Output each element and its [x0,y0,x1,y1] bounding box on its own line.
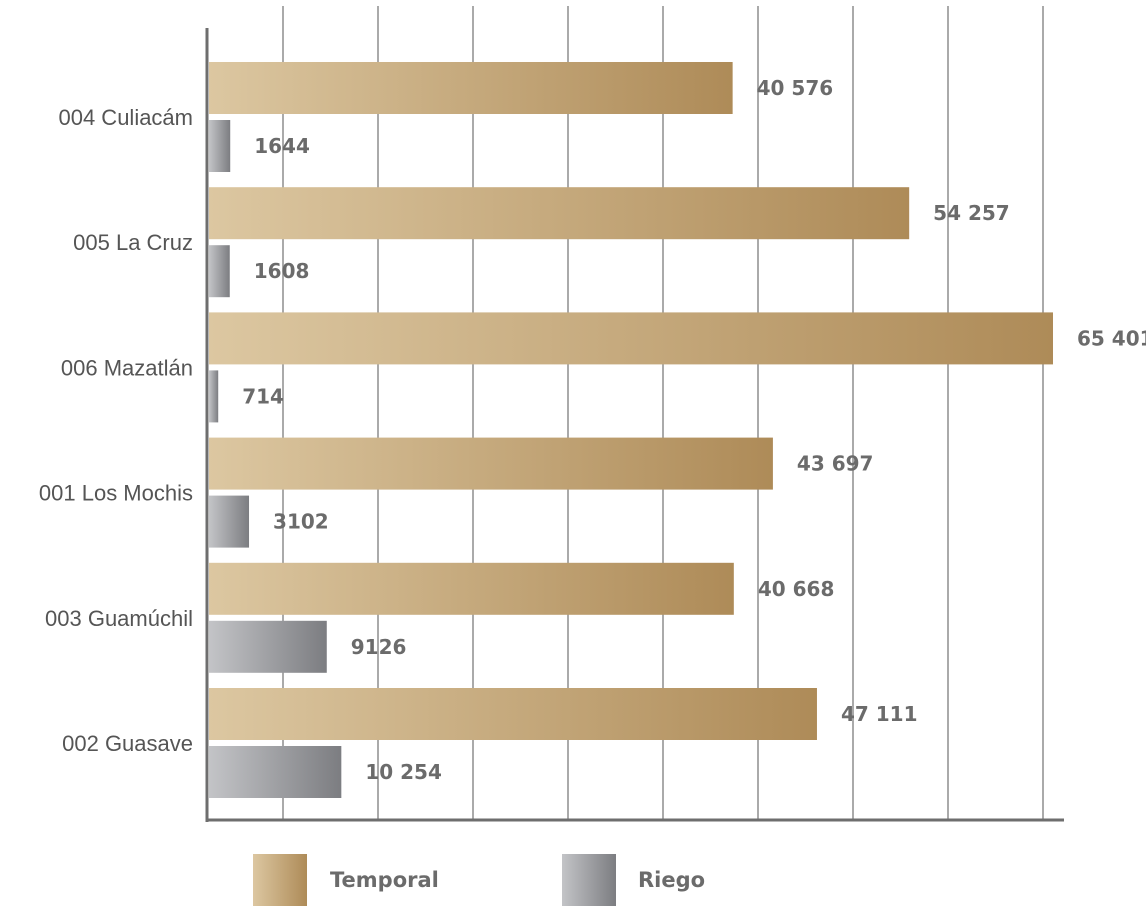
category-label: 004 Culiacám [58,105,193,130]
bar-riego [209,120,231,172]
data-label-temporal: 47 111 [841,702,918,726]
bar-temporal [209,437,773,490]
category-label: 002 Guasave [62,731,193,756]
bar-riego [209,245,230,298]
bar-riego [209,495,250,548]
data-label-riego: 714 [242,384,284,408]
category-label: 005 La Cruz [73,230,193,255]
data-label-temporal: 43 697 [797,452,874,476]
legend: Temporal Riego [253,854,705,906]
data-label-temporal: 40 668 [758,577,835,601]
data-label-riego: 3102 [273,510,329,534]
legend-label-temporal: Temporal [330,868,439,892]
bar-riego [209,746,342,798]
data-label-riego: 10 254 [365,760,442,784]
data-label-riego: 9126 [351,635,407,659]
bar-riego [209,620,327,673]
legend-swatch-temporal [253,854,307,906]
legend-swatch-riego [562,854,616,906]
axes [205,28,1064,822]
bar-temporal [209,312,1053,365]
data-label-riego: 1608 [254,259,310,283]
bars [209,62,1053,798]
bar-riego [209,370,219,423]
category-label: 003 Guamúchil [45,606,193,631]
category-label: 001 Los Mochis [39,481,193,506]
bar-temporal [209,62,733,114]
category-label: 006 Mazatlán [61,355,193,380]
data-label-riego: 1644 [254,134,310,158]
data-label-temporal: 54 257 [933,201,1010,225]
legend-label-riego: Riego [638,868,705,892]
bar-temporal [209,562,734,615]
data-label-temporal: 40 576 [757,76,834,100]
bar-temporal [209,688,817,740]
bar-temporal [209,187,910,240]
gridlines [282,6,1044,820]
labels: 40 576 1644 004 Culiacám 54 257 1608 005 La C… [39,76,1146,784]
data-label-temporal: 65 401 [1077,326,1146,350]
